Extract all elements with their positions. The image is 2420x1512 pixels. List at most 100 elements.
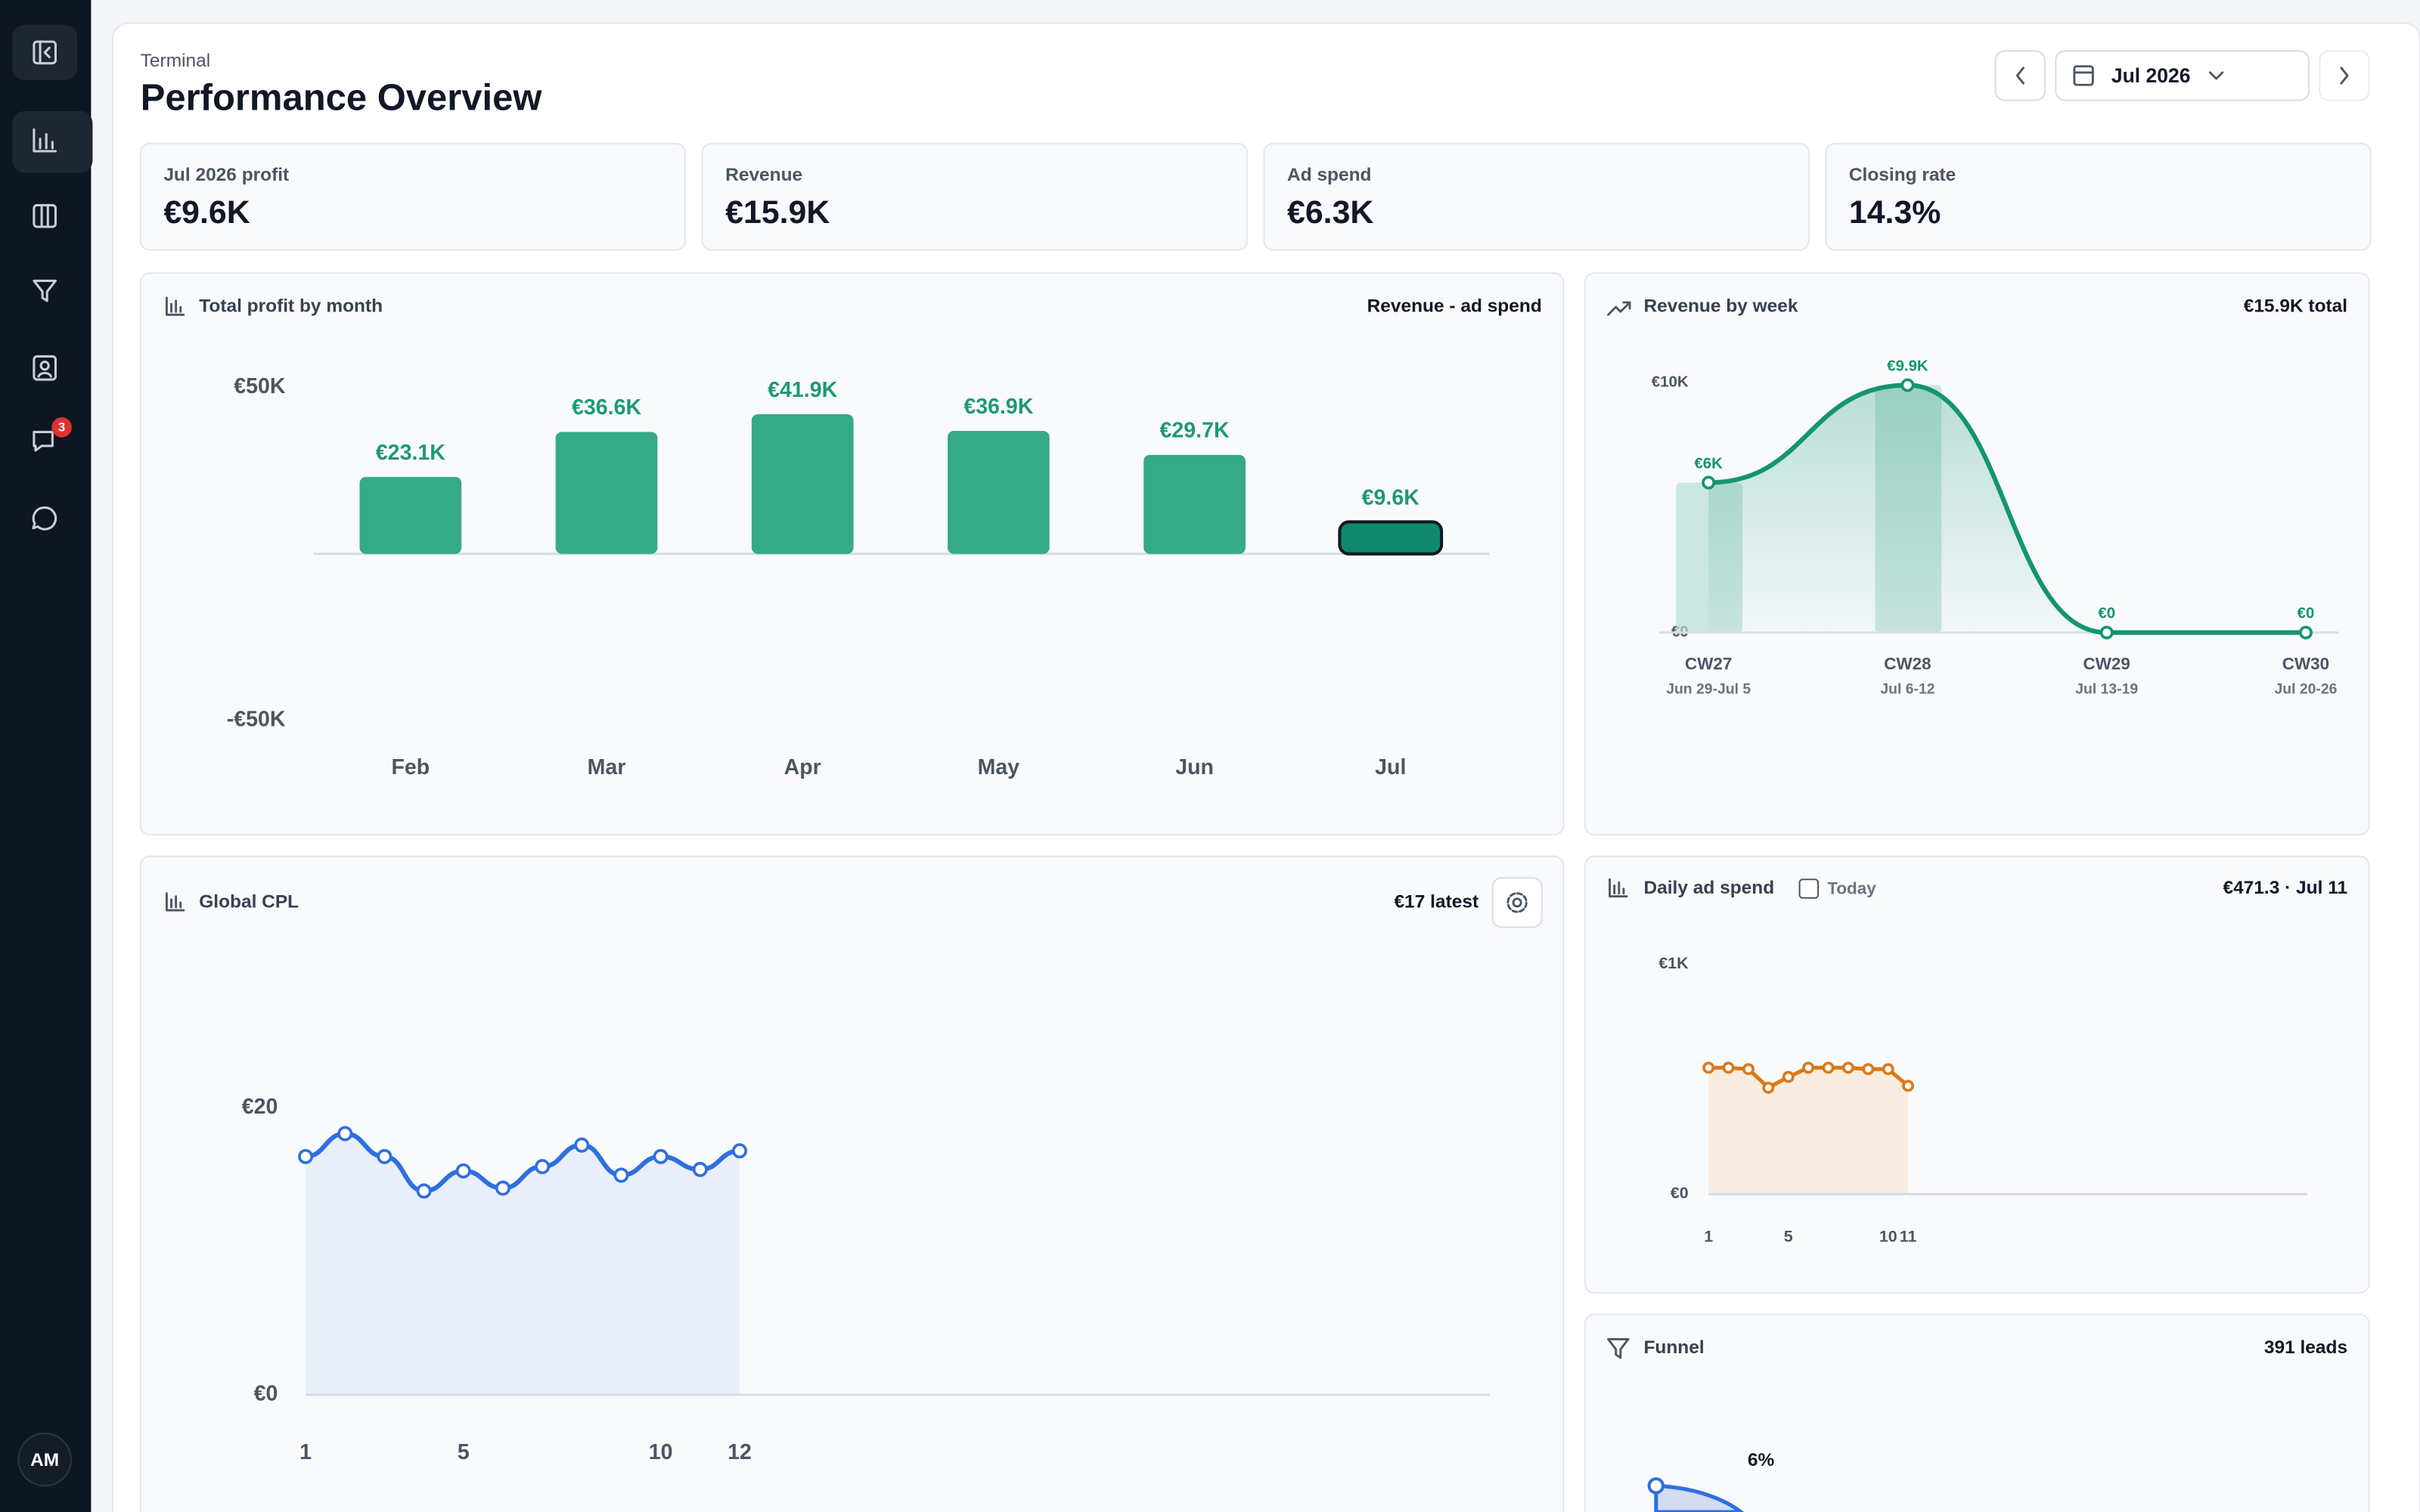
trend-icon [1607,301,1631,316]
point [613,1167,629,1183]
avatar[interactable] [17,1432,72,1487]
x-tick-label: 10 [649,1440,673,1464]
x-tick-sublabel: Jun 29-Jul 5 [1666,680,1751,697]
kpi-value: €15.9K [725,194,830,231]
kpi-value: €6.3K [1287,194,1373,231]
kpi-card [1825,142,2372,251]
x-tick-label: 12 [728,1440,752,1464]
point [1702,476,1716,490]
x-tick-label: Jul [1375,755,1406,779]
bar [555,432,658,554]
y-tick-label: €10K [1652,374,1689,391]
bar [359,476,462,554]
y-tick-label: -€50K [227,708,286,732]
line [1708,383,2306,635]
x-tick-label: Jun [1175,755,1214,779]
card-title: Revenue by week [1643,296,1798,317]
nav-overview-icon [33,128,57,153]
value-label: €6K [1694,455,1723,472]
kpi-card [139,142,687,251]
kpi-row: Jul 2026 profit €9.6K Revenue €15.9K Ad spen… [139,142,2372,251]
card-title: Global CPL [199,891,299,912]
value-label: €41.9K [768,378,837,402]
period-label: Jul 2026 [2111,64,2191,87]
nav-chat[interactable] [32,506,57,531]
point [416,1183,432,1199]
kpi-card [1263,142,1810,251]
bar [1338,520,1444,556]
cpl-chart: €0 €20 1 5 10 12 [242,1095,1490,1464]
x-tick-label: 5 [1784,1227,1793,1245]
checkbox-label: Today [1827,878,1876,897]
funnel-card [1584,1313,2370,1512]
prev-button[interactable] [1994,50,2046,101]
x-tick-label: Mar [588,755,626,779]
value-label: €0 [2297,606,2315,622]
bar-icon [165,296,185,316]
kpi-label: Ad spend [1287,165,1371,185]
value-label: €29.7K [1160,419,1230,443]
bar [751,414,854,554]
y-tick-label: €1K [1658,954,1689,972]
value-label: €36.9K [963,395,1033,419]
x-tick-label: 10 [1879,1227,1897,1245]
bar-icon [165,892,185,912]
collapse-icon [33,40,57,65]
point [1902,1080,1915,1092]
funnel-stage-label: 6% [1748,1450,1775,1470]
area [306,1133,740,1395]
kpi-card [701,142,1248,251]
x-tick-label: 1 [1704,1227,1713,1245]
breadcrumb: Terminal [141,51,210,71]
point [1841,1061,1854,1074]
card-note: Revenue - ad spend [1367,296,1542,317]
point [1882,1063,1894,1076]
x-tick-label: CW28 [1884,655,1931,674]
nav-board[interactable] [33,203,57,228]
x-tick-sublabel: Jul 13-19 [2075,680,2138,697]
value-label: €23.1K [376,441,445,465]
card-title: Total profit by month [199,296,383,317]
point [1802,1061,1815,1074]
x-tick-label: CW30 [2282,655,2329,674]
x-tick-sublabel: Jul 20-26 [2275,680,2338,697]
value-label: €0 [2098,606,2115,622]
kpi-value: 14.3% [1849,194,1941,231]
point [1702,1061,1715,1074]
y-tick-label: €50K [234,374,286,398]
kpi-value: €9.6K [163,194,250,231]
x-tick-sublabel: Jul 6-12 [1880,680,1934,697]
today-checkbox[interactable] [1798,878,1820,899]
page-title: Performance Overview [141,78,543,119]
kpi-label: Jul 2026 profit [163,165,289,185]
ad-spend-chart: €0 €1K 1 5 10 11 [1658,954,2308,1245]
bar-icon [1609,878,1628,898]
point [495,1180,510,1196]
card-note: €17 latest [1395,891,1479,912]
chevron-down [2209,71,2224,80]
period-picker[interactable] [2055,50,2310,101]
gear-icon [1506,892,1528,913]
nav-funnel[interactable] [33,279,57,302]
x-tick-label: CW29 [2083,655,2130,674]
x-tick-label: 5 [458,1440,470,1464]
point [732,1143,748,1159]
badge-count: 3 [58,421,65,435]
y-tick-label: €20 [242,1095,278,1119]
nav-messages[interactable] [33,430,54,452]
card-note: €15.9K total [2244,296,2347,317]
next-button[interactable] [2319,50,2370,101]
nav-contacts[interactable] [33,355,57,381]
y-tick-label: €0 [1671,1184,1689,1202]
value-label: €9.9K [1887,358,1928,374]
next-icon [2340,67,2349,85]
card-title: Daily ad spend [1643,878,1774,898]
card-note: €471.3 · Jul 11 [2223,878,2347,898]
bar [948,430,1050,554]
point [653,1148,669,1164]
point [455,1163,471,1179]
settings-button[interactable] [1491,877,1543,928]
avatar-initials: AM [30,1450,59,1470]
